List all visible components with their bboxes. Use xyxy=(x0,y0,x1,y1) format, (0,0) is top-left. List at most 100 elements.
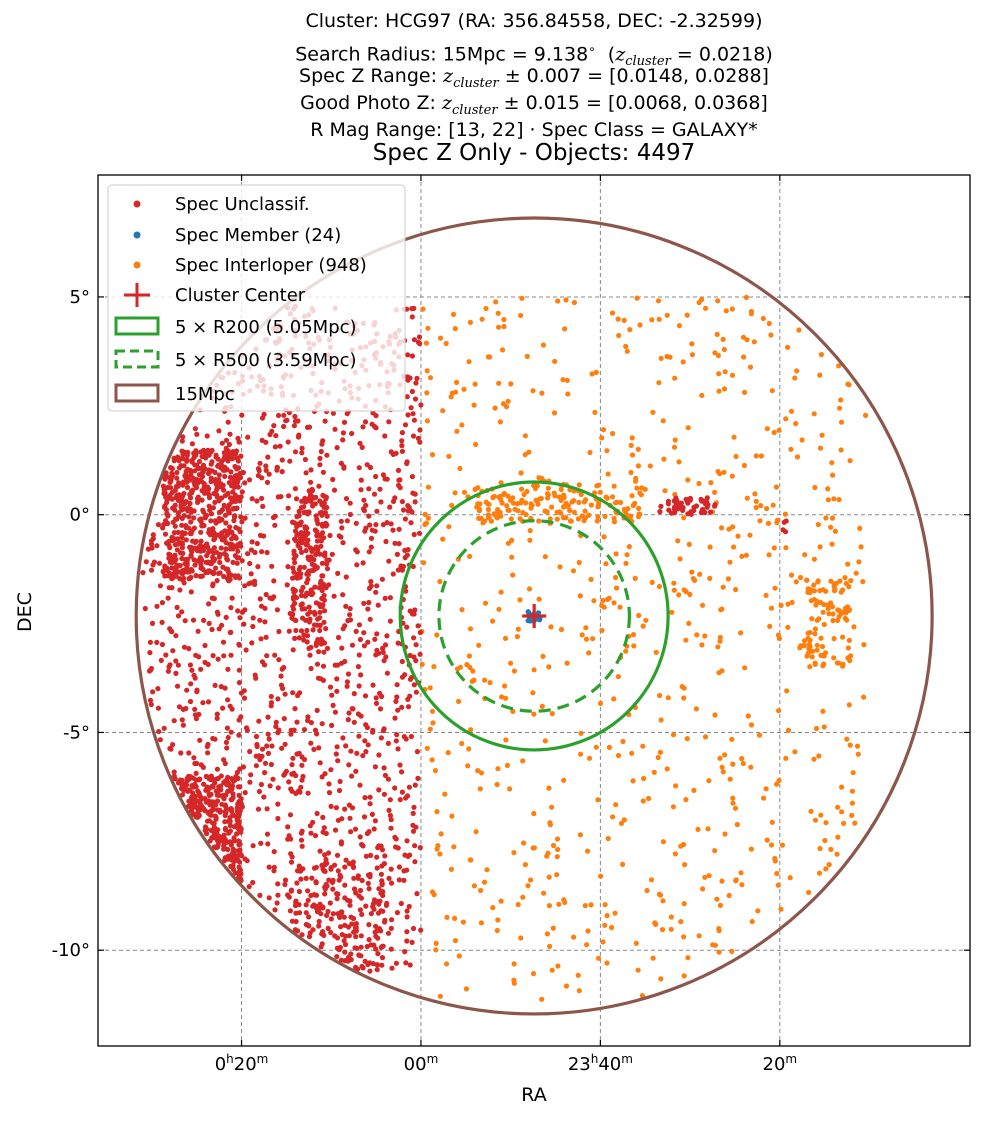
interloper-point xyxy=(822,837,828,844)
unclassified-point xyxy=(228,605,234,611)
interloper-point xyxy=(822,650,829,656)
unclassified-point xyxy=(196,458,202,465)
legend-box xyxy=(107,184,406,412)
interloper-point xyxy=(621,817,627,823)
unclassified-point xyxy=(249,496,255,502)
unclassified-point xyxy=(227,546,233,552)
interloper-point xyxy=(601,534,607,540)
interloper-point xyxy=(717,755,723,761)
unclassified-point xyxy=(337,778,343,785)
unclassified-point xyxy=(220,705,226,711)
interloper-point xyxy=(817,372,823,378)
interloper-point xyxy=(797,645,803,651)
interloper-point xyxy=(715,644,721,650)
unclassified-point xyxy=(371,942,377,948)
unclassified-point xyxy=(318,543,324,549)
interloper-point xyxy=(611,483,617,489)
unclassified-point xyxy=(347,511,353,518)
interloper-point xyxy=(601,604,607,610)
unclassified-point xyxy=(236,732,242,738)
unclassified-point xyxy=(407,962,413,968)
interloper-point xyxy=(844,736,850,742)
unclassified-point xyxy=(176,492,182,498)
unclassified-point xyxy=(270,514,277,521)
interloper-point xyxy=(518,470,524,476)
unclassified-point xyxy=(173,483,179,490)
header-line-4: Good Photo Z: zcluster ± 0.015 = [0.0068… xyxy=(0,90,984,124)
unclassified-point xyxy=(225,448,231,454)
unclassified-point xyxy=(352,826,359,832)
interloper-point xyxy=(634,485,640,491)
interloper-point xyxy=(424,368,430,374)
unclassified-point xyxy=(208,799,214,805)
unclassified-point xyxy=(296,863,302,869)
interloper-point xyxy=(766,320,772,327)
interloper-point xyxy=(438,831,444,837)
unclassified-point xyxy=(335,868,341,874)
unclassified-point xyxy=(389,917,395,923)
unclassified-point xyxy=(373,700,380,707)
unclassified-point xyxy=(404,394,410,400)
unclassified-point xyxy=(202,487,208,493)
unclassified-point xyxy=(240,764,247,770)
header-line-5: R Mag Range: [13, 22] · Spec Class = GAL… xyxy=(310,119,758,141)
interloper-point xyxy=(448,866,454,872)
unclassified-point xyxy=(293,898,299,904)
unclassified-point xyxy=(273,719,279,725)
unclassified-point xyxy=(374,865,380,871)
interloper-point xyxy=(712,350,718,356)
radius-15mpc-circle xyxy=(134,216,934,1016)
unclassified-point xyxy=(322,891,328,897)
interloper-point xyxy=(495,917,501,923)
unclassified-point xyxy=(412,491,418,497)
interloper-point xyxy=(585,928,591,934)
unclassified-point xyxy=(224,466,230,473)
interloper-point xyxy=(774,517,781,523)
unclassified-point xyxy=(294,575,300,581)
unclassified-point xyxy=(407,852,413,858)
unclassified-point xyxy=(150,532,156,538)
unclassified-point xyxy=(699,498,705,504)
interloper-point xyxy=(635,463,642,469)
interloper-point xyxy=(696,933,702,939)
y-tick-label: 5° xyxy=(70,287,90,308)
z-symbol: z xyxy=(615,43,626,66)
unclassified-point xyxy=(242,515,248,521)
interloper-point xyxy=(582,508,588,514)
interloper-point xyxy=(495,766,501,772)
interloper-point xyxy=(807,664,813,670)
unclassified-point xyxy=(192,426,198,432)
interloper-point xyxy=(472,486,478,492)
interloper-point xyxy=(624,552,630,558)
unclassified-point xyxy=(404,624,410,630)
unclassified-point xyxy=(219,440,225,446)
interloper-point xyxy=(515,901,521,908)
interloper-point xyxy=(831,496,837,502)
unclassified-point xyxy=(155,522,162,528)
interloper-point xyxy=(722,369,728,375)
interloper-point xyxy=(731,434,737,440)
interloper-point xyxy=(729,306,735,312)
unclassified-point xyxy=(181,575,187,582)
unclassified-point xyxy=(366,886,372,892)
interloper-point xyxy=(733,586,739,593)
unclassified-point xyxy=(170,648,176,654)
unclassified-point xyxy=(316,907,322,914)
y-tick-label: 0° xyxy=(70,505,90,526)
interloper-point xyxy=(502,683,508,689)
unclassified-point xyxy=(211,545,217,551)
interloper-point xyxy=(741,354,747,360)
interloper-point xyxy=(760,315,766,322)
unclassified-point xyxy=(345,717,351,723)
interloper-point xyxy=(672,851,679,857)
unclassified-point xyxy=(782,529,789,535)
interloper-point xyxy=(708,480,714,486)
unclassified-point xyxy=(374,962,380,968)
unclassified-point xyxy=(180,434,186,440)
unclassified-point xyxy=(171,530,177,536)
unclassified-point xyxy=(291,727,297,733)
unclassified-point xyxy=(399,438,405,444)
interloper-point xyxy=(744,495,750,501)
unclassified-point xyxy=(299,762,305,768)
interloper-point xyxy=(445,750,451,756)
